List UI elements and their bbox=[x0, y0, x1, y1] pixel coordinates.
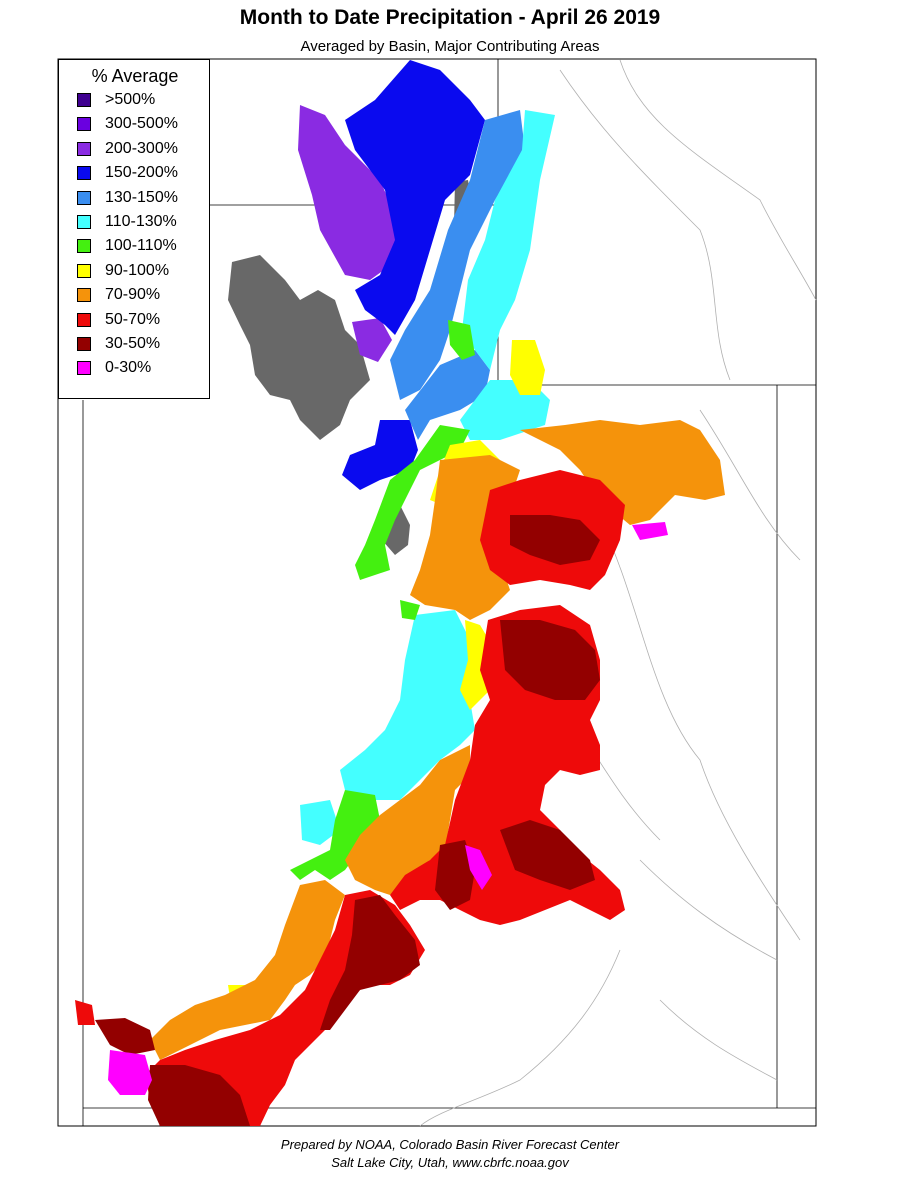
location-line: Salt Lake City, Utah, www.cbrfc.noaa.gov bbox=[331, 1155, 569, 1170]
legend-label: 100-110% bbox=[105, 237, 177, 255]
legend-item: 150-200% bbox=[77, 163, 178, 183]
map-frame bbox=[57, 58, 817, 1127]
legend-swatch bbox=[77, 215, 91, 229]
legend-title: % Average bbox=[91, 66, 179, 86]
legend-swatch bbox=[77, 190, 91, 205]
legend-item: 90-100% bbox=[77, 261, 169, 281]
legend-label: 90-100% bbox=[105, 261, 170, 279]
legend-label: 130-150% bbox=[105, 188, 178, 206]
legend-item: >500% bbox=[77, 90, 155, 110]
legend-item: 110-130% bbox=[77, 212, 177, 232]
legend-label: 70-90% bbox=[105, 286, 161, 304]
legend: % Average >500% 300-500% 200-300% 150-200% 1… bbox=[58, 59, 210, 399]
legend-label: 50-70% bbox=[105, 310, 161, 328]
legend-label: 200-300% bbox=[105, 139, 178, 157]
legend-swatch bbox=[77, 117, 91, 132]
legend-label: 110-130% bbox=[105, 213, 177, 230]
legend-label: >500% bbox=[105, 91, 156, 108]
legend-label: 30-50% bbox=[105, 335, 161, 352]
legend-item: 0-30% bbox=[77, 358, 151, 378]
credit-line: Prepared by NOAA, Colorado Basin River F… bbox=[280, 1137, 620, 1152]
legend-swatch bbox=[77, 141, 91, 156]
legend-item: 300-500% bbox=[77, 114, 178, 134]
legend-label: 150-200% bbox=[105, 164, 178, 182]
river-lines bbox=[419, 59, 817, 1127]
legend-swatch bbox=[77, 93, 91, 107]
legend-item: 70-90% bbox=[77, 285, 160, 305]
legend-item: 30-50% bbox=[77, 334, 160, 354]
great-salt-lake bbox=[228, 255, 370, 440]
legend-swatch bbox=[77, 312, 91, 327]
legend-swatch bbox=[77, 263, 91, 278]
legend-label: 300-500% bbox=[105, 115, 178, 133]
legend-swatch bbox=[77, 166, 91, 181]
legend-item: 100-110% bbox=[77, 236, 177, 256]
map-title: Month to Date Precipitation - April 26 2… bbox=[239, 6, 661, 29]
legend-swatch bbox=[77, 239, 91, 254]
legend-swatch bbox=[77, 337, 91, 351]
legend-swatch bbox=[77, 361, 91, 376]
map-subtitle: Averaged by Basin, Major Contributing Ar… bbox=[300, 38, 600, 55]
legend-swatch bbox=[77, 288, 91, 303]
legend-item: 50-70% bbox=[77, 310, 160, 330]
legend-item: 200-300% bbox=[77, 139, 178, 159]
legend-label: 0-30% bbox=[105, 359, 152, 377]
basin-regions bbox=[75, 60, 725, 1126]
legend-item: 130-150% bbox=[77, 188, 178, 208]
